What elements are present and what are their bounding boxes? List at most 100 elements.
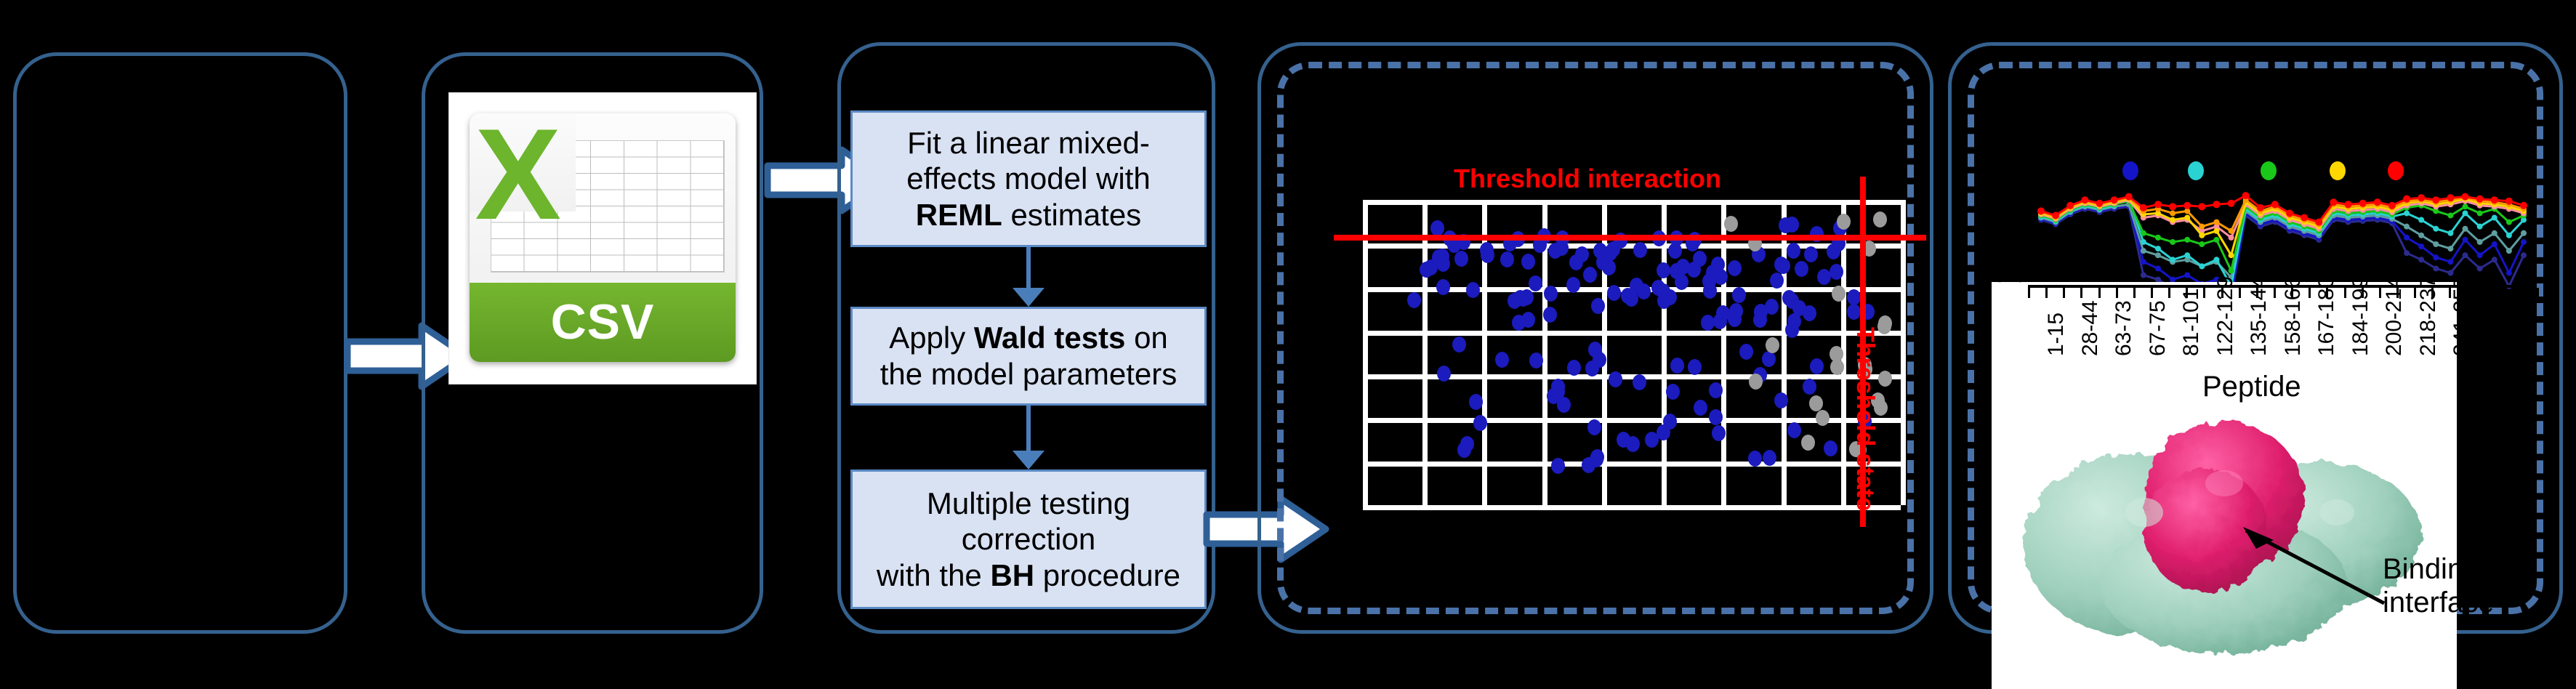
process-box-line: with the BH procedure bbox=[877, 557, 1180, 594]
plain-text: procedure bbox=[1034, 557, 1180, 592]
line-chart-marker bbox=[2447, 259, 2454, 265]
scatter-point-nonsignificant bbox=[1873, 211, 1887, 227]
scatter-point-significant bbox=[1728, 260, 1742, 276]
line-chart-marker bbox=[2447, 212, 2454, 219]
csv-label-text: CSV bbox=[550, 294, 655, 350]
csv-spreadsheet-grid: X bbox=[470, 113, 736, 283]
emphasis-term: REML bbox=[915, 197, 1002, 232]
scatter-gridline-vertical bbox=[1721, 200, 1726, 505]
process-box-line: the model parameters bbox=[880, 356, 1178, 392]
line-chart-marker bbox=[2140, 238, 2146, 245]
scatter-point-significant bbox=[1712, 425, 1726, 441]
legend-dot bbox=[2261, 161, 2277, 180]
connector-line-1 bbox=[1026, 247, 1031, 289]
process-box-text: Fit a linear mixed-effects model with REM… bbox=[906, 125, 1150, 233]
line-chart-marker bbox=[2140, 230, 2146, 236]
axis-tick bbox=[2115, 288, 2118, 298]
scatter-point-significant bbox=[1803, 305, 1816, 321]
line-chart-marker bbox=[2404, 223, 2410, 230]
scatter-point-significant bbox=[1555, 240, 1569, 256]
line-chart-marker bbox=[2184, 214, 2191, 221]
line-chart-marker bbox=[2169, 203, 2177, 211]
legend-dot bbox=[2388, 161, 2404, 180]
axis-tick bbox=[2537, 288, 2539, 298]
peptide-tick-label: 218-237 bbox=[2415, 275, 2440, 356]
line-chart-marker bbox=[2170, 210, 2176, 217]
scatter-point-significant bbox=[1803, 379, 1816, 395]
line-chart-marker bbox=[2184, 257, 2191, 263]
scatter-point-significant bbox=[1420, 262, 1433, 278]
excel-x-letter: X bbox=[475, 113, 562, 247]
scatter-point-significant bbox=[1469, 394, 1483, 410]
peptide-tick-label: 63-73 bbox=[2112, 300, 2136, 356]
axis-tick bbox=[2238, 288, 2241, 298]
line-chart-marker bbox=[2491, 257, 2497, 263]
threshold-state-label: Threshold state bbox=[1851, 327, 1879, 512]
axis-tick bbox=[2203, 288, 2206, 298]
axis-tick bbox=[2326, 288, 2329, 298]
line-chart-marker bbox=[2110, 196, 2118, 204]
scatter-point-significant bbox=[1436, 279, 1450, 295]
scatter-point-significant bbox=[1817, 269, 1831, 285]
csv-label-band: CSV bbox=[470, 282, 736, 362]
protein-surface-image bbox=[2006, 403, 2442, 658]
scatter-point-significant bbox=[1495, 352, 1509, 368]
line-chart-marker bbox=[2344, 201, 2352, 209]
scatter-point-significant bbox=[1709, 409, 1723, 425]
scatter-point-nonsignificant bbox=[1830, 346, 1843, 362]
line-chart-marker bbox=[2476, 252, 2483, 259]
scatter-point-significant bbox=[1713, 313, 1727, 329]
peptide-axis-line bbox=[2028, 285, 2537, 288]
scatter-point-significant bbox=[1575, 246, 1589, 262]
line-chart-marker bbox=[2505, 270, 2512, 276]
scatter-point-significant bbox=[1795, 261, 1808, 277]
scatter-point-significant bbox=[1668, 243, 1682, 259]
line-chart-marker bbox=[2433, 254, 2439, 261]
scatter-point-significant bbox=[1596, 254, 1610, 270]
scatter-point-significant bbox=[1543, 307, 1557, 323]
scatter-point-significant bbox=[1787, 422, 1801, 438]
line-chart-marker bbox=[2052, 211, 2060, 219]
line-chart-marker bbox=[2418, 217, 2425, 223]
connector-arrowhead-1 bbox=[1013, 288, 1045, 307]
peptide-tick-label: 28-44 bbox=[2077, 300, 2102, 356]
line-chart-marker bbox=[2125, 193, 2133, 201]
axis-tick bbox=[2221, 288, 2223, 298]
axis-tick bbox=[2431, 288, 2434, 298]
scatter-point-significant bbox=[1473, 415, 1487, 431]
line-chart-marker bbox=[2330, 198, 2338, 206]
line-chart-marker bbox=[2154, 252, 2161, 259]
scatter-point-nonsignificant bbox=[1878, 371, 1892, 387]
axis-tick bbox=[2378, 288, 2381, 298]
scatter-point-significant bbox=[1533, 237, 1547, 253]
scatter-point-significant bbox=[1551, 379, 1565, 395]
process-box-wald: Apply Wald tests on the model parameters bbox=[850, 307, 1207, 406]
peptide-tick-label: 258-266 bbox=[2483, 275, 2508, 356]
scatter-point-significant bbox=[1626, 436, 1640, 452]
scatter-point-significant bbox=[1739, 344, 1753, 360]
axis-tick bbox=[2361, 288, 2364, 298]
line-chart-marker bbox=[2462, 252, 2468, 259]
line-chart-marker bbox=[2154, 210, 2161, 217]
scatter-gridline-vertical bbox=[1662, 200, 1667, 505]
threshold-scatter-panel bbox=[1257, 42, 1933, 634]
line-chart-marker bbox=[2037, 207, 2045, 215]
plain-text: with the bbox=[877, 557, 991, 592]
scatter-gridline-horizontal bbox=[1363, 243, 1901, 249]
line-chart-marker bbox=[2433, 265, 2439, 272]
connector-line-2 bbox=[1026, 406, 1031, 452]
scatter-point-significant bbox=[1702, 273, 1716, 289]
process-box-line: correction bbox=[877, 521, 1180, 557]
line-chart-marker bbox=[2213, 223, 2220, 230]
line-chart-series bbox=[2040, 198, 2524, 240]
axis-tick bbox=[2484, 288, 2487, 298]
line-chart-marker bbox=[2462, 204, 2468, 210]
scatter-point-nonsignificant bbox=[1766, 337, 1779, 353]
line-chart-marker bbox=[2301, 214, 2309, 222]
axis-tick bbox=[2414, 288, 2416, 298]
scatter-point-significant bbox=[1810, 358, 1824, 374]
scatter-point-significant bbox=[1407, 292, 1421, 308]
axis-tick bbox=[2501, 288, 2504, 298]
process-box-text: Multiple testing correction with the BH pr… bbox=[877, 485, 1180, 594]
threshold-interaction-line bbox=[1334, 235, 1926, 241]
